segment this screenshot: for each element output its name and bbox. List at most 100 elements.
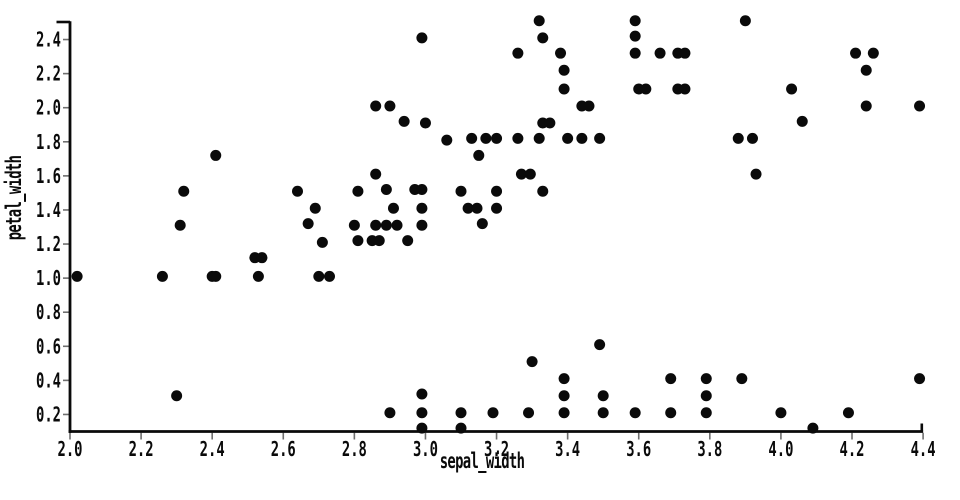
y-axis-title: petal_width [2, 134, 26, 262]
data-point [313, 270, 325, 282]
data-point [416, 219, 428, 231]
data-point [416, 184, 428, 196]
y-axis-tick-label: 1.8 [36, 130, 61, 154]
y-axis-tick-label: 0.8 [36, 300, 61, 324]
data-point [480, 132, 492, 144]
data-point [309, 202, 321, 214]
x-axis-tick-label: 2.6 [271, 437, 296, 461]
data-point [807, 422, 819, 434]
data-point [555, 47, 567, 59]
data-point [174, 219, 186, 231]
data-point [583, 100, 595, 112]
data-point [316, 236, 328, 248]
data-point [732, 132, 744, 144]
data-point [700, 373, 712, 385]
data-point [455, 185, 467, 197]
data-point [380, 219, 392, 231]
data-point [178, 185, 190, 197]
x-axis-tick-label: 3.2 [484, 437, 509, 461]
y-axis-tick-label: 2.4 [36, 28, 61, 52]
data-point [391, 219, 403, 231]
data-point [416, 422, 428, 434]
y-axis-tick-label: 0.6 [36, 334, 61, 358]
data-point [370, 168, 382, 180]
data-point [597, 407, 609, 419]
data-point [597, 390, 609, 402]
data-point [654, 47, 666, 59]
x-axis-tick-label: 2.4 [200, 437, 225, 461]
data-point [750, 168, 762, 180]
data-point [629, 30, 641, 42]
data-point [380, 184, 392, 196]
y-axis-tick-label: 1.0 [36, 266, 61, 290]
data-point [352, 235, 364, 247]
data-point [860, 64, 872, 76]
data-point [441, 134, 453, 146]
data-point [302, 218, 314, 230]
data-point [491, 202, 503, 214]
data-point [533, 15, 545, 27]
data-point [71, 270, 83, 282]
data-point [455, 422, 467, 434]
x-axis-tick-label: 3.8 [697, 437, 722, 461]
data-point [471, 202, 483, 214]
data-point [558, 390, 570, 402]
data-point [416, 32, 428, 44]
data-point [860, 100, 872, 112]
data-point [384, 407, 396, 419]
data-point [533, 132, 545, 144]
y-axis-tick-label: 1.4 [36, 198, 61, 222]
x-axis-tick-label: 4.4 [911, 437, 936, 461]
data-point [537, 32, 549, 44]
data-point [739, 15, 751, 27]
data-point [679, 83, 691, 95]
data-point [291, 185, 303, 197]
data-point [665, 407, 677, 419]
data-point [256, 252, 268, 264]
data-point [576, 132, 588, 144]
x-axis-tick-label: 3.4 [555, 437, 580, 461]
data-point [171, 390, 183, 402]
data-point [476, 218, 488, 230]
data-point [515, 168, 527, 180]
data-point [387, 202, 399, 214]
data-point [594, 132, 606, 144]
data-point [487, 407, 499, 419]
data-point [562, 132, 574, 144]
data-point [558, 64, 570, 76]
x-axis-tick-label: 2.2 [129, 437, 154, 461]
y-axis-tick-label: 0.4 [36, 368, 61, 392]
data-point [558, 83, 570, 95]
y-axis-tick-label: 2.0 [36, 96, 61, 120]
data-point [537, 185, 549, 197]
data-point [679, 47, 691, 59]
data-point [842, 407, 854, 419]
data-point [700, 390, 712, 402]
y-axis-tick-label: 1.6 [36, 164, 61, 188]
data-point [786, 83, 798, 95]
data-point [491, 132, 503, 144]
x-axis-tick-label: 4.0 [768, 437, 793, 461]
data-point [462, 202, 474, 214]
y-axis-tick-label: 2.2 [36, 62, 61, 86]
data-point [736, 373, 748, 385]
data-point [512, 132, 524, 144]
data-point [352, 185, 364, 197]
data-point [524, 168, 536, 180]
data-point [455, 407, 467, 419]
data-point [373, 235, 385, 247]
data-point [473, 149, 485, 161]
y-axis-title-text: petal_width [2, 155, 26, 241]
data-point [629, 407, 641, 419]
data-point [323, 270, 335, 282]
y-axis-tick-label: 1.2 [36, 232, 61, 256]
data-point [746, 132, 758, 144]
data-point [796, 115, 808, 127]
data-point [629, 15, 641, 27]
x-axis-tick-label: 2.8 [342, 437, 367, 461]
data-point [416, 388, 428, 400]
data-point [210, 270, 222, 282]
x-axis-title-text: sepal_width [439, 449, 525, 473]
data-point [466, 132, 478, 144]
